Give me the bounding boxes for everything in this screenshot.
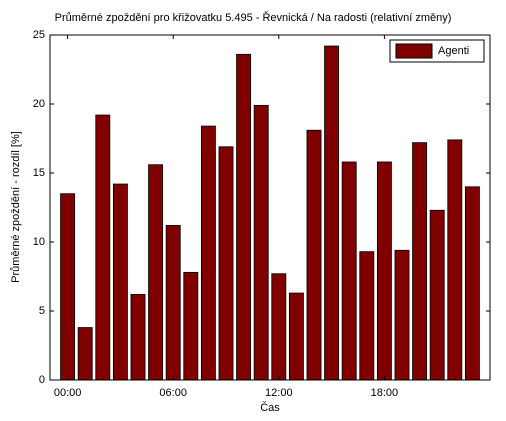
x-tick-label: 18:00 <box>371 387 399 399</box>
bar <box>306 129 322 381</box>
chart-title: Průměrné zpoždění pro křižovatku 5.495 -… <box>55 11 452 24</box>
bar <box>200 125 216 381</box>
bar <box>165 225 181 381</box>
bar <box>236 53 252 381</box>
bar <box>253 104 269 381</box>
y-tick-label: 5 <box>39 305 45 317</box>
legend-swatch <box>395 43 433 59</box>
x-tick-label: 12:00 <box>265 387 293 399</box>
x-tick-label: 06:00 <box>159 387 187 399</box>
bar <box>464 186 480 381</box>
bar <box>376 161 392 381</box>
bar <box>429 209 445 381</box>
y-tick-label: 25 <box>33 29 45 41</box>
bar <box>394 249 410 381</box>
plot-frame <box>49 34 491 381</box>
bar <box>60 193 76 381</box>
bar <box>288 292 304 381</box>
bar <box>447 139 463 381</box>
x-axis-label: Čas <box>260 401 280 414</box>
legend-label: Agenti <box>438 45 469 57</box>
y-tick-label: 15 <box>33 167 45 179</box>
bar <box>341 161 357 381</box>
bar <box>112 183 128 381</box>
bar <box>148 164 164 381</box>
bar <box>359 251 375 381</box>
bar <box>412 142 428 381</box>
bar <box>95 114 111 381</box>
y-tick-label: 0 <box>39 374 45 386</box>
x-tick-label: 00:00 <box>54 387 82 399</box>
bar <box>271 273 287 381</box>
y-tick-label: 10 <box>33 236 45 248</box>
bar <box>130 294 146 381</box>
bar <box>183 271 199 381</box>
bar <box>218 146 234 381</box>
y-tick-label: 20 <box>33 98 45 110</box>
bar <box>77 327 93 381</box>
y-axis-label: Průměrné zpoždění - rozdíl [%] <box>10 131 22 283</box>
bar <box>324 45 340 381</box>
